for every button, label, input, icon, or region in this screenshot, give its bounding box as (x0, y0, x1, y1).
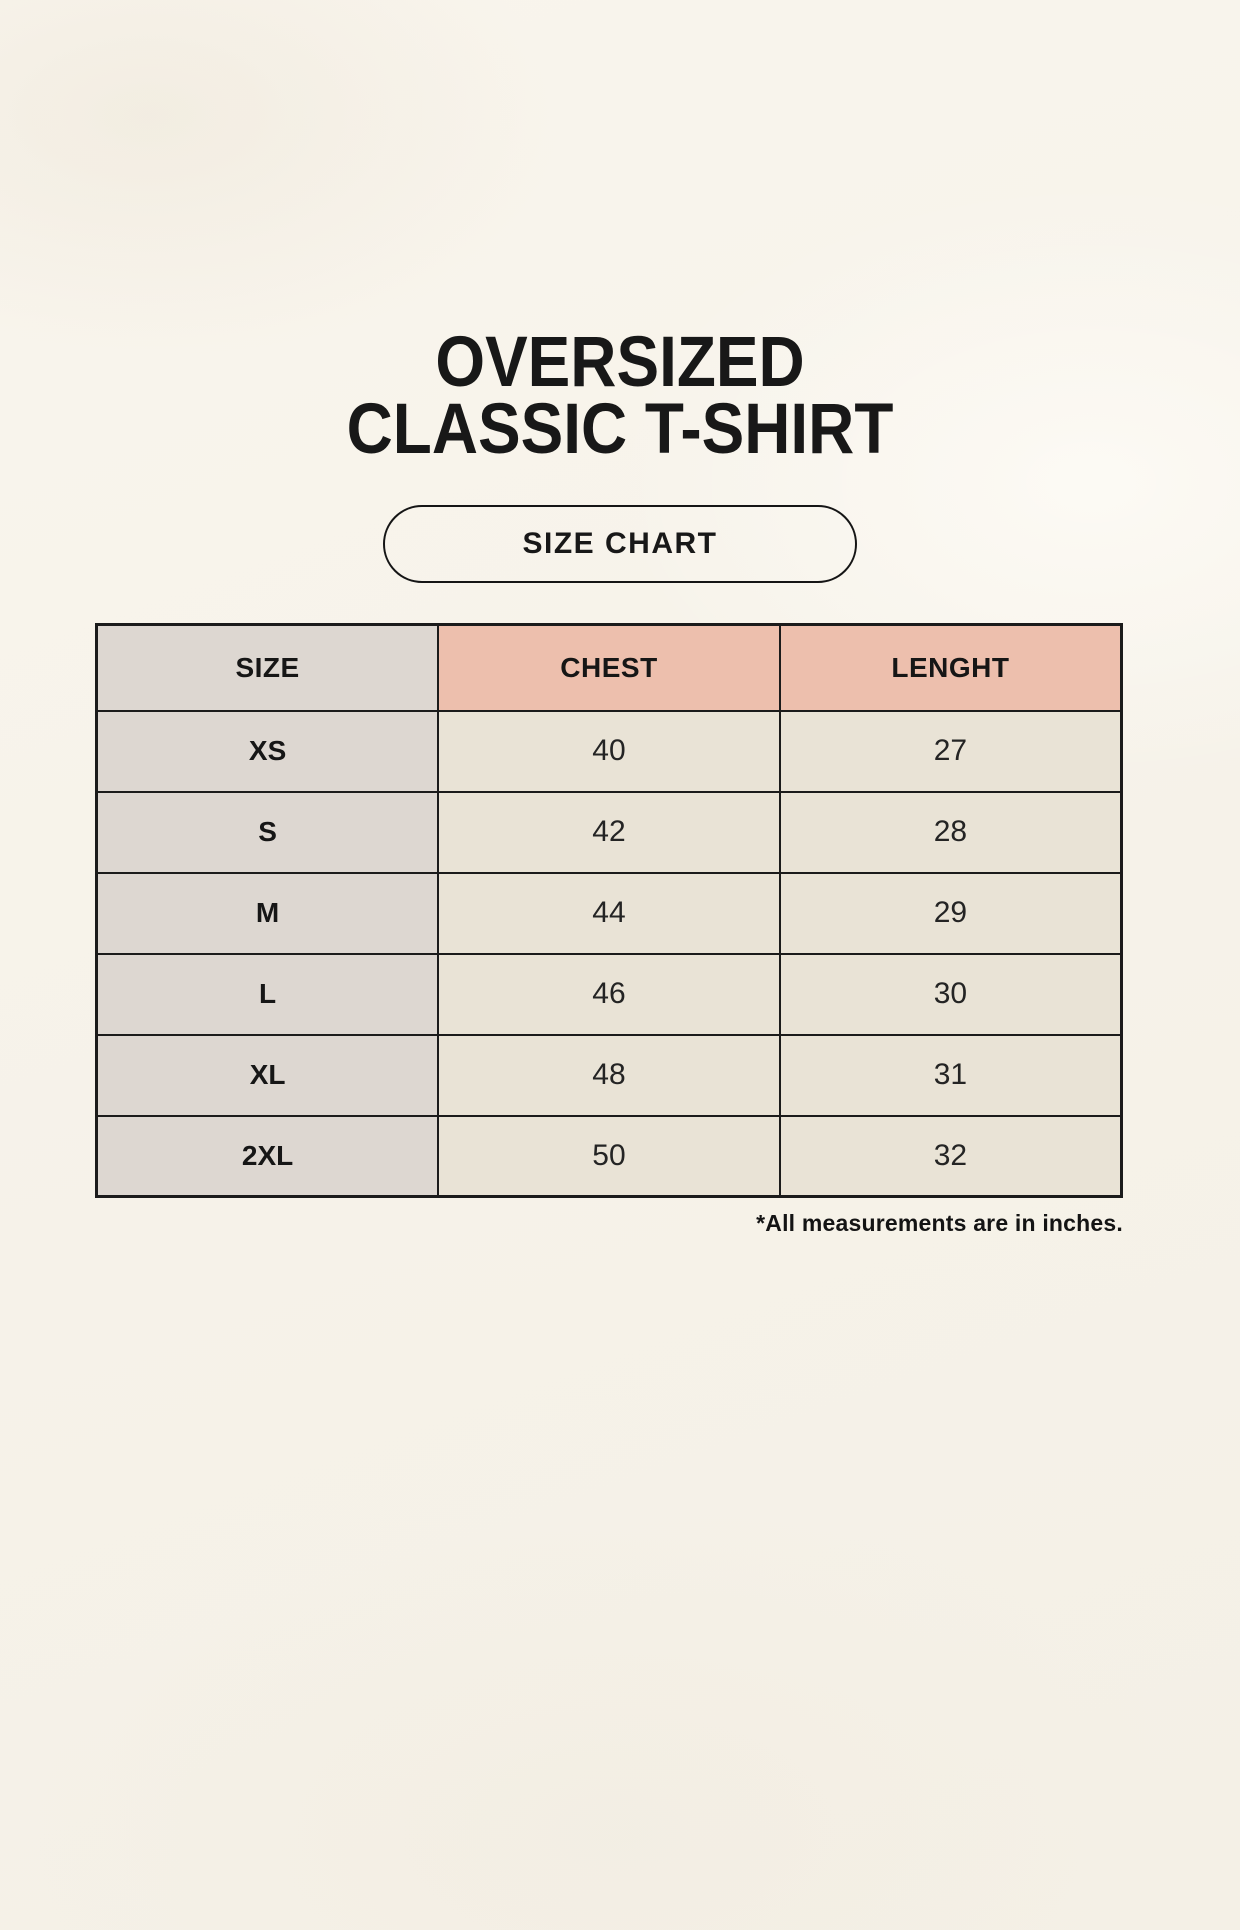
size-cell: XL (95, 1033, 440, 1117)
table-row-xl: XL 48 31 (95, 1033, 1123, 1117)
chest-cell: 40 (437, 709, 781, 793)
table-row-xs: XS 40 27 (95, 709, 1123, 793)
size-cell: S (95, 790, 440, 874)
size-cell: L (95, 952, 440, 1036)
size-chart-badge[interactable]: SIZE CHART (383, 505, 857, 584)
size-cell: M (95, 871, 440, 955)
size-chart-table-area: SIZE CHEST LENGHT XS 40 27 S 42 28 M (95, 623, 1123, 1199)
table-row-l: L 46 30 (95, 952, 1123, 1036)
column-header-lenght: LENGHT (778, 623, 1123, 712)
chest-cell: 46 (437, 952, 781, 1036)
page-title-line-1: OVERSIZED (435, 323, 805, 402)
lenght-cell: 28 (778, 790, 1123, 874)
size-chart-table: SIZE CHEST LENGHT XS 40 27 S 42 28 M (95, 623, 1123, 1199)
table-row-2xl: 2XL 50 32 (95, 1114, 1123, 1198)
column-header-chest: CHEST (437, 623, 781, 712)
size-chart-page: OVERSIZED CLASSIC T-SHIRT SIZE CHART SIZ… (0, 327, 1240, 1237)
chest-cell: 44 (437, 871, 781, 955)
page-title: OVERSIZED CLASSIC T-SHIRT (62, 327, 1178, 465)
table-row-m: M 44 29 (95, 871, 1123, 955)
lenght-cell: 30 (778, 952, 1123, 1036)
page-title-line-2: CLASSIC T-SHIRT (346, 389, 894, 469)
size-cell: 2XL (95, 1114, 440, 1198)
table-row-s: S 42 28 (95, 790, 1123, 874)
size-chart-badge-label: SIZE CHART (522, 527, 718, 561)
chest-cell: 42 (437, 790, 781, 874)
lenght-cell: 31 (778, 1033, 1123, 1117)
column-header-size: SIZE (95, 623, 440, 712)
lenght-cell: 27 (778, 709, 1123, 793)
chest-cell: 50 (437, 1114, 781, 1198)
header-row: SIZE CHEST LENGHT (95, 623, 1123, 712)
size-cell: XS (95, 709, 440, 793)
chest-cell: 48 (437, 1033, 781, 1117)
lenght-cell: 32 (778, 1114, 1123, 1198)
measurement-footnote: *All measurements are in inches. (756, 1210, 1123, 1237)
lenght-cell: 29 (778, 871, 1123, 955)
